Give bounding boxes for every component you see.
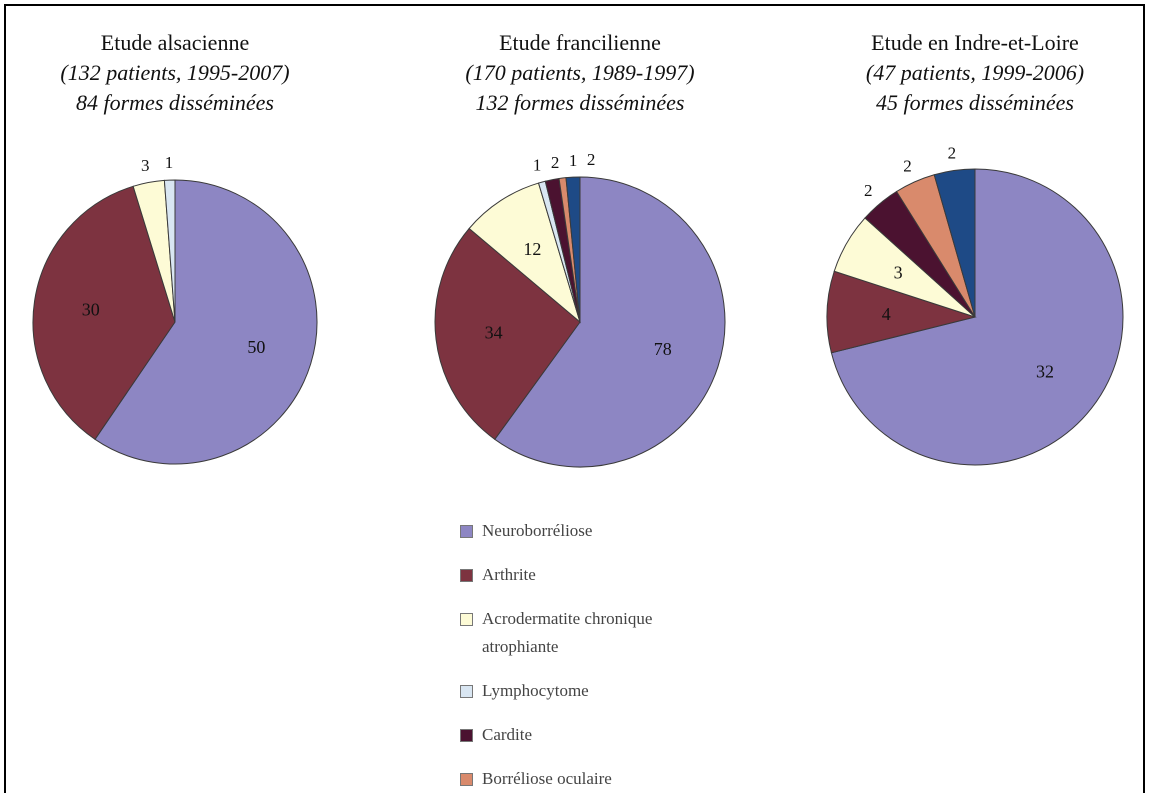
chart-title: Etude en Indre-et-Loire (871, 30, 1079, 55)
pie-slice (434, 227, 581, 441)
pie-slice (565, 176, 581, 323)
slice-label: 2 (864, 181, 873, 200)
legend-label: Arthrite (482, 565, 536, 584)
pie-slice (494, 176, 726, 468)
slice-label: 4 (882, 304, 891, 324)
chart-subtitle: 132 formes disséminées (476, 90, 685, 115)
legend-item: Neuroborréliose (458, 517, 718, 545)
legend-item: Acrodermatite chronique atrophiante (458, 605, 718, 661)
chart-subtitle: 45 formes disséminées (876, 90, 1074, 115)
legend-label: Lymphocytome (482, 681, 589, 700)
slice-label: 1 (533, 156, 542, 175)
legend-label: Neuroborréliose (482, 521, 593, 540)
pie-slice (163, 179, 176, 323)
legend-swatch (460, 525, 473, 538)
legend: Neuroborréliose Arthrite Acrodermatite chr… (458, 517, 718, 793)
slice-label: 34 (485, 322, 503, 342)
legend-item: Borréliose oculaire (458, 765, 718, 793)
legend-label: Cardite (482, 725, 533, 744)
slice-label: 78 (654, 339, 672, 359)
slice-label: 3 (894, 263, 903, 283)
legend-item: Arthrite (458, 561, 718, 589)
legend-label: Acrodermatite chronique atrophiante (482, 609, 653, 656)
chart-subtitle: (170 patients, 1989-1997) (465, 60, 694, 85)
legend-item: Lymphocytome (458, 677, 718, 705)
legend-label: Borréliose oculaire (482, 769, 612, 788)
pie-slice (32, 185, 176, 441)
slice-label: 2 (948, 144, 957, 163)
slice-label: 50 (247, 337, 265, 357)
chart-title: Etude francilienne (499, 30, 661, 55)
chart-subtitle: (47 patients, 1999-2006) (866, 60, 1084, 85)
pie-slice (830, 168, 1124, 466)
slice-label: 1 (569, 151, 578, 170)
pie-slice (468, 182, 581, 324)
pie-slice (933, 168, 976, 318)
slice-label: 3 (141, 156, 150, 175)
frame (4, 4, 1145, 793)
legend-swatch (460, 773, 473, 786)
legend-swatch (460, 613, 473, 626)
slice-label: 1 (165, 153, 174, 172)
legend-item: Cardite (458, 721, 718, 749)
slice-label: 32 (1036, 362, 1054, 382)
chart-subtitle: 84 formes disséminées (76, 90, 274, 115)
pie-slice (94, 179, 318, 465)
chart-title: Etude alsacienne (101, 30, 249, 55)
slice-label: 2 (587, 150, 596, 169)
legend-swatch (460, 569, 473, 582)
slice-label: 2 (903, 156, 912, 175)
legend-swatch (460, 685, 473, 698)
chart-subtitle: (132 patients, 1995-2007) (60, 60, 289, 85)
legend-swatch (460, 729, 473, 742)
slice-label: 30 (82, 299, 100, 319)
pie-slice (826, 270, 977, 354)
slice-label: 12 (523, 239, 541, 259)
slice-label: 2 (551, 153, 560, 172)
